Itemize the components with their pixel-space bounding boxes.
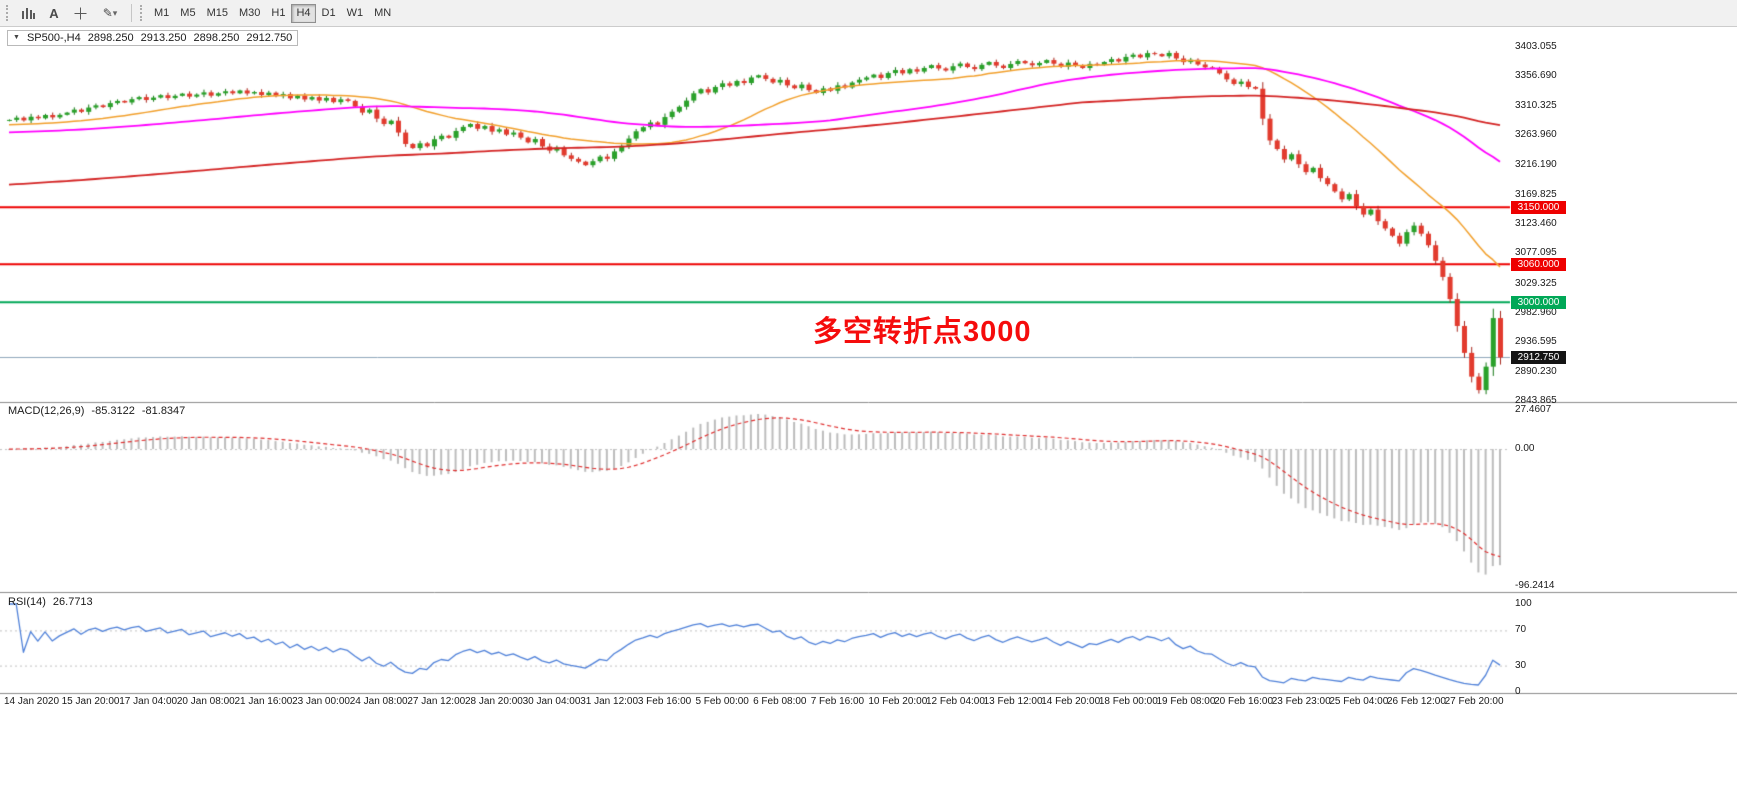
price-axis-label: 2843.865 xyxy=(1515,395,1557,407)
rsi-axis-label: 70 xyxy=(1515,624,1527,636)
price-axis-label: 2982.960 xyxy=(1515,307,1557,319)
toolbar-separator xyxy=(131,4,132,22)
timeframe-group: M1 M5 M15 M30 H1 H4 D1 W1 MN xyxy=(149,3,396,23)
current-price-tag: 2912.750 xyxy=(1511,350,1566,364)
pencil-icon: ✎ xyxy=(102,6,113,20)
time-axis-label: 21 Jan 16:00 xyxy=(234,696,293,707)
timeframe-button-h4[interactable]: H4 xyxy=(291,3,316,23)
time-axis-label: 20 Jan 08:00 xyxy=(176,696,235,707)
price-level-tag-3150[interactable]: 3150.000 xyxy=(1511,200,1566,214)
macd-axis-label: -96.2414 xyxy=(1515,580,1555,591)
price-axis-label: 2890.230 xyxy=(1515,365,1557,377)
timeframe-button-m5[interactable]: M5 xyxy=(180,7,196,19)
time-axis-label: 14 Feb 20:00 xyxy=(1041,696,1101,707)
rsi-axis-label: 30 xyxy=(1515,659,1527,671)
bull-bear-turning-point-annotation: 多空转折点3000 xyxy=(813,316,1032,348)
time-axis-label: 31 Jan 12:00 xyxy=(580,696,639,707)
time-axis-label: 19 Feb 08:00 xyxy=(1156,696,1216,707)
rsi-value: 26.7713 xyxy=(52,596,93,608)
timeframe-button-w1[interactable]: W1 xyxy=(346,7,364,19)
toolbar: A ✎ ▾ M1 M5 M15 M30 H1 H4 D1 W1 MN xyxy=(0,0,1737,27)
macd-main-value: -85.3122 xyxy=(91,405,135,417)
time-axis-label: 13 Feb 12:00 xyxy=(983,696,1043,707)
price-level-tag-3000[interactable]: 3000.000 xyxy=(1511,295,1566,309)
rsi-indicator-label: RSI(14) 26.7713 xyxy=(8,596,93,608)
ohlc-low-value: 2898.250 xyxy=(193,32,240,44)
time-axis-label: 23 Feb 23:00 xyxy=(1271,696,1331,707)
timeframe-button-m30[interactable]: M30 xyxy=(238,7,261,19)
time-axis-label: 12 Feb 04:00 xyxy=(925,696,985,707)
time-axis-label: 28 Jan 20:00 xyxy=(464,696,523,707)
price-axis-label: 3029.325 xyxy=(1515,277,1557,289)
time-axis-label: 7 Feb 16:00 xyxy=(810,696,865,707)
timeframe-button-m15[interactable]: M15 xyxy=(206,7,228,19)
price-axis-label: 3123.460 xyxy=(1515,218,1557,230)
toolbar-drag-grip[interactable] xyxy=(140,5,145,21)
toolbar-drag-grip[interactable] xyxy=(6,5,11,21)
price-axis-label: 3356.690 xyxy=(1515,70,1557,82)
chevron-down-icon: ▾ xyxy=(112,7,118,18)
time-axis-label: 20 Feb 16:00 xyxy=(1214,696,1274,707)
macd-axis-label: 27.4607 xyxy=(1515,404,1552,415)
timeframe-button-mn[interactable]: MN xyxy=(374,7,392,19)
time-axis-label: 23 Jan 00:00 xyxy=(292,696,350,707)
macd-name: MACD(12,26,9) xyxy=(8,405,85,417)
time-axis-label: 10 Feb 20:00 xyxy=(868,696,928,707)
macd-axis-label: 0.00 xyxy=(1515,443,1535,455)
one-click-trading-collapse-icon[interactable]: ▼ xyxy=(13,34,20,41)
drawing-tools-icon[interactable]: ✎ ▾ xyxy=(93,2,127,25)
symbol-ohlc-bar[interactable]: ▼ SP500-,H4 2898.250 2913.250 2898.250 2… xyxy=(7,30,299,46)
timeframe-button-h1[interactable]: H1 xyxy=(271,7,286,19)
macd-signal-value: -81.8347 xyxy=(141,405,186,417)
symbol-timeframe-label: SP500-,H4 xyxy=(26,32,81,44)
time-axis-label: 6 Feb 08:00 xyxy=(753,696,807,707)
ohlc-high-value: 2913.250 xyxy=(140,32,187,44)
price-axis-label: 3263.960 xyxy=(1515,129,1557,141)
price-axis-label: 3403.055 xyxy=(1515,41,1557,53)
time-axis-label: 26 Feb 12:00 xyxy=(1386,696,1446,707)
text-tool-icon[interactable]: A xyxy=(49,5,59,21)
ohlc-open-value: 2898.250 xyxy=(87,32,134,44)
rsi-axis-label: 0 xyxy=(1515,686,1521,697)
time-axis-label: 14 Jan 2020 xyxy=(4,696,60,707)
timeframe-button-m1[interactable]: M1 xyxy=(154,7,170,19)
price-axis-label: 3216.190 xyxy=(1515,159,1557,171)
time-axis-label: 27 Jan 12:00 xyxy=(407,696,466,707)
price-axis-label: 3077.095 xyxy=(1515,247,1557,259)
time-axis-label: 30 Jan 04:00 xyxy=(522,696,581,707)
timeframe-button-d1[interactable]: D1 xyxy=(321,7,336,19)
price-level-tag-3060[interactable]: 3060.000 xyxy=(1511,257,1566,271)
macd-indicator-label: MACD(12,26,9) -85.3122 -81.8347 xyxy=(8,405,185,417)
chart-type-icon[interactable] xyxy=(15,2,41,25)
ohlc-close-value: 2912.750 xyxy=(246,32,293,44)
time-axis-label: 3 Feb 16:00 xyxy=(637,696,692,707)
time-axis-label: 17 Jan 04:00 xyxy=(119,696,178,707)
price-axis-label: 3169.825 xyxy=(1515,188,1557,200)
price-axis-label: 2936.595 xyxy=(1515,336,1557,348)
time-axis-label: 25 Feb 04:00 xyxy=(1329,696,1389,707)
rsi-axis-label: 100 xyxy=(1515,598,1532,609)
price-axis-label: 3310.325 xyxy=(1515,99,1557,111)
time-axis-label: 18 Feb 00:00 xyxy=(1098,696,1158,707)
time-axis-label: 24 Jan 08:00 xyxy=(349,696,408,707)
rsi-name: RSI(14) xyxy=(8,596,46,608)
time-axis-label: 15 Jan 20:00 xyxy=(61,696,120,707)
time-axis-label: 5 Feb 00:00 xyxy=(695,696,749,707)
time-axis-label: 27 Feb 20:00 xyxy=(1444,696,1504,707)
crosshair-icon[interactable] xyxy=(67,2,93,25)
